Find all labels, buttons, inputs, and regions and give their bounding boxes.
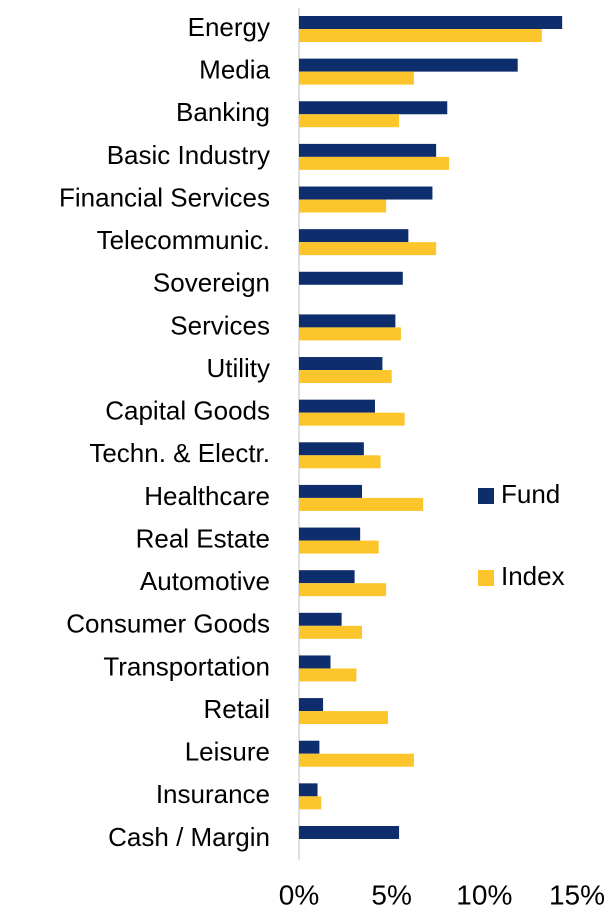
y-tick-label: Utility <box>206 353 270 383</box>
bar <box>299 796 322 810</box>
y-tick-label: Insurance <box>156 779 270 809</box>
y-tick-label: Sovereign <box>153 268 270 298</box>
y-tick-label: Consumer Goods <box>66 609 270 639</box>
bar <box>299 698 324 712</box>
y-tick-label: Real Estate <box>136 523 270 553</box>
y-tick-label: Services <box>170 310 270 340</box>
bar <box>299 156 450 170</box>
x-tick-label: 5% <box>371 879 411 910</box>
legend-swatch <box>478 570 494 586</box>
bar <box>299 16 563 29</box>
bar <box>299 740 320 754</box>
bar <box>299 399 375 413</box>
y-tick-label: Healthcare <box>144 481 270 511</box>
bar <box>299 612 342 626</box>
bar <box>299 570 355 584</box>
bar <box>299 229 409 243</box>
bar <box>299 143 437 157</box>
y-tick-label: Retail <box>204 694 270 724</box>
bar <box>299 825 400 839</box>
bar <box>299 655 331 669</box>
bar <box>299 271 403 285</box>
bar <box>299 668 357 682</box>
y-tick-label: Energy <box>188 12 270 42</box>
y-tick-label: Financial Services <box>59 182 270 212</box>
bar <box>299 357 383 371</box>
legend-label: Index <box>501 561 565 591</box>
bar <box>299 583 387 597</box>
bar <box>299 199 387 213</box>
bar <box>299 484 363 498</box>
bar <box>299 71 414 85</box>
bar <box>299 455 381 469</box>
y-tick-label: Basic Industry <box>107 140 270 170</box>
y-tick-label: Transportation <box>103 651 270 681</box>
y-tick-label: Techn. & Electr. <box>89 438 270 468</box>
bar <box>299 412 405 426</box>
y-tick-label: Telecommunic. <box>97 225 270 255</box>
legend-label: Fund <box>501 479 560 509</box>
bar <box>299 540 379 554</box>
x-tick-label: 15% <box>549 879 605 910</box>
bar <box>299 242 437 256</box>
bar <box>299 186 433 200</box>
bar <box>299 29 542 42</box>
bar <box>299 114 400 128</box>
bar <box>299 753 414 767</box>
y-tick-label: Cash / Margin <box>108 822 270 852</box>
legend-swatch <box>478 488 494 504</box>
bar <box>299 101 448 115</box>
bar <box>299 370 392 384</box>
bar <box>299 625 363 639</box>
bar <box>299 442 364 456</box>
bar <box>299 58 518 72</box>
bar <box>299 527 361 541</box>
y-tick-label: Capital Goods <box>105 396 270 426</box>
bar <box>299 711 388 725</box>
y-tick-label: Banking <box>176 97 270 127</box>
x-tick-label: 10% <box>456 879 512 910</box>
bar <box>299 497 424 511</box>
x-tick-label: 0% <box>279 879 319 910</box>
bar <box>299 783 318 797</box>
y-tick-label: Automotive <box>140 566 270 596</box>
y-tick-label: Leisure <box>185 737 270 767</box>
bar <box>299 327 401 341</box>
y-tick-label: Media <box>199 55 270 85</box>
bar <box>299 314 396 328</box>
